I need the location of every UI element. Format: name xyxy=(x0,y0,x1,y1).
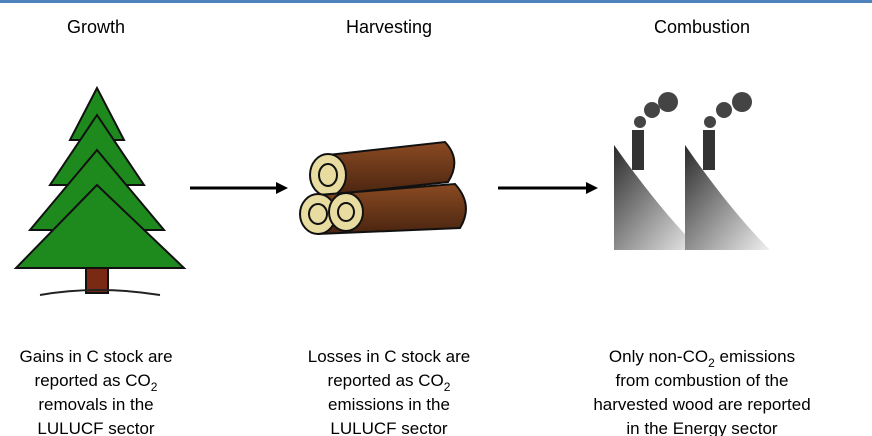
diagram: Growth Gains in C stock are reported as CO… xyxy=(0,0,872,436)
text: emissions in the xyxy=(328,395,450,414)
stage-description: LULUCF sector xyxy=(330,419,447,436)
stage-description: LULUCF sector xyxy=(37,419,154,436)
text: from combustion of the xyxy=(616,371,789,390)
stage-description: in the Energy sector xyxy=(626,419,778,436)
text: LULUCF sector xyxy=(37,419,154,436)
factory-icon xyxy=(614,92,770,250)
text: Only non-CO xyxy=(609,347,708,366)
tree-icon xyxy=(16,88,184,295)
text: Losses in C stock are xyxy=(308,347,471,366)
text: LULUCF sector xyxy=(330,419,447,436)
stage-description: emissions in the xyxy=(328,395,450,414)
stage-description: removals in the xyxy=(38,395,153,414)
stage-description: harvested wood are reported xyxy=(593,395,810,414)
top-rule xyxy=(0,0,872,3)
text: removals in the xyxy=(38,395,153,414)
text: emissions xyxy=(715,347,795,366)
text: Gains in C stock are xyxy=(19,347,172,366)
stage-description: from combustion of the xyxy=(616,371,789,390)
stage-description: Losses in C stock are xyxy=(308,347,471,366)
stage-title: Growth xyxy=(67,17,125,37)
text: reported as CO xyxy=(328,371,444,390)
stage-description: Only non-CO2​ emissions xyxy=(609,347,795,370)
text: reported as CO xyxy=(35,371,151,390)
page: Growth Gains in C stock are reported as CO… xyxy=(0,0,872,436)
stage-title: Combustion xyxy=(654,17,750,37)
stage-description: reported as CO2​ xyxy=(35,371,158,394)
text: in the Energy sector xyxy=(626,419,778,436)
stage-title: Harvesting xyxy=(346,17,432,37)
text: harvested wood are reported xyxy=(593,395,810,414)
logs-icon xyxy=(300,142,466,234)
stage-description: Gains in C stock are xyxy=(19,347,172,366)
stage-description: reported as CO2​ xyxy=(328,371,451,394)
